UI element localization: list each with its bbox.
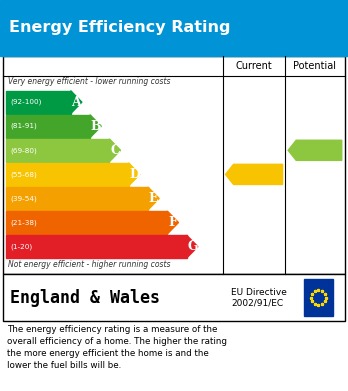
Bar: [6, 115, 90, 138]
Polygon shape: [109, 139, 120, 162]
Text: A: A: [71, 96, 81, 109]
Text: 75: 75: [307, 143, 326, 157]
Text: F: F: [168, 216, 177, 229]
Text: Current: Current: [236, 61, 272, 71]
Text: 64: 64: [246, 167, 265, 181]
Polygon shape: [167, 211, 179, 234]
Bar: [303, 279, 333, 316]
Bar: [6, 235, 187, 258]
Text: D: D: [129, 168, 140, 181]
Bar: [3, 274, 345, 321]
Text: England & Wales: England & Wales: [10, 289, 160, 307]
Polygon shape: [71, 91, 82, 114]
Bar: [3, 56, 345, 274]
Bar: [0, 0, 348, 56]
Text: E: E: [149, 192, 158, 205]
Text: The energy efficiency rating is a measure of the
overall efficiency of a home. T: The energy efficiency rating is a measur…: [7, 325, 227, 370]
Bar: [6, 91, 71, 114]
Bar: [6, 211, 167, 234]
Text: Not energy efficient - higher running costs: Not energy efficient - higher running co…: [8, 260, 171, 269]
Text: G: G: [187, 240, 198, 253]
Text: (81-91): (81-91): [10, 123, 37, 129]
Text: C: C: [110, 144, 120, 157]
Polygon shape: [226, 164, 283, 185]
Bar: [6, 187, 148, 210]
Polygon shape: [288, 140, 342, 160]
Text: (55-68): (55-68): [10, 171, 37, 178]
Bar: [6, 139, 109, 162]
Text: B: B: [91, 120, 101, 133]
Text: (92-100): (92-100): [10, 99, 42, 106]
Text: (21-38): (21-38): [10, 219, 37, 226]
Text: Energy Efficiency Rating: Energy Efficiency Rating: [9, 20, 230, 35]
Text: Potential: Potential: [293, 61, 337, 71]
Bar: [6, 163, 129, 186]
Polygon shape: [129, 163, 140, 186]
Text: (39-54): (39-54): [10, 195, 37, 202]
Polygon shape: [90, 115, 101, 138]
Polygon shape: [148, 187, 159, 210]
Text: (69-80): (69-80): [10, 147, 37, 154]
Text: EU Directive
2002/91/EC: EU Directive 2002/91/EC: [231, 287, 287, 308]
Polygon shape: [187, 235, 198, 258]
Text: (1-20): (1-20): [10, 243, 33, 250]
Text: Very energy efficient - lower running costs: Very energy efficient - lower running co…: [8, 77, 171, 86]
